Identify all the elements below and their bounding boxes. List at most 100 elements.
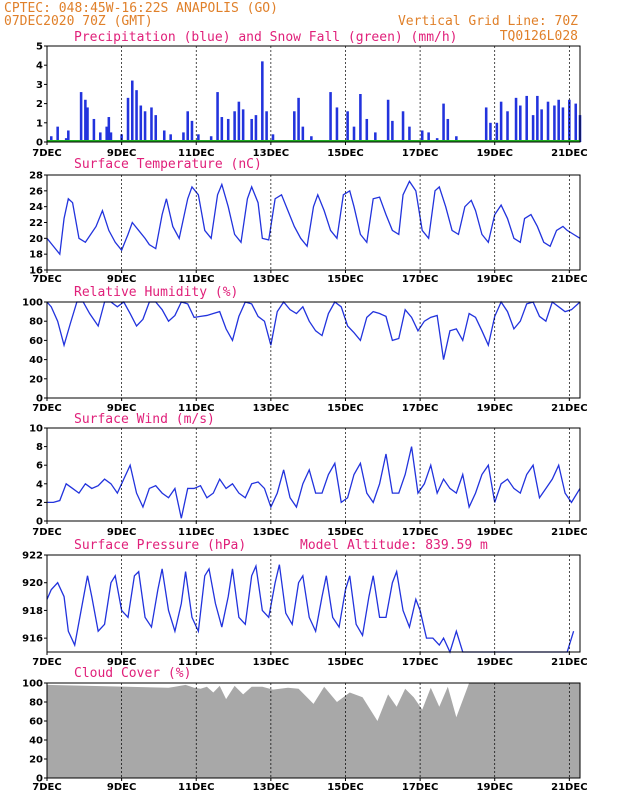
- x-tick-label: 13DEC: [253, 274, 289, 285]
- precip-bar: [250, 118, 253, 142]
- y-tick-label: 80: [29, 698, 43, 709]
- x-tick-label: 9DEC: [107, 148, 136, 159]
- precip-bar: [49, 136, 53, 142]
- x-tick-label: 15DEC: [327, 403, 363, 414]
- x-tick-label: 13DEC: [253, 148, 289, 159]
- y-tick-label: 1: [36, 118, 43, 129]
- precip-bar: [557, 99, 560, 142]
- wind-frame: [46, 427, 581, 522]
- precip-bar: [126, 97, 130, 142]
- precip-bar: [143, 111, 147, 142]
- cloud-panel: 0 20 40 60 80 100 7DEC 9DEC 11DEC 13DEC 15DEC 17DEC…: [22, 666, 587, 793]
- x-tick-label: 9DEC: [107, 657, 136, 668]
- x-tick-label: 21DEC: [551, 657, 587, 668]
- x-tick-label: 15DEC: [327, 274, 363, 285]
- header-code: TQ0126L028: [500, 29, 578, 44]
- y-tick-label: 3: [36, 80, 43, 91]
- x-tick-label: 19DEC: [477, 403, 513, 414]
- precip-bar: [150, 107, 153, 142]
- precip-bar: [574, 103, 578, 142]
- precip-bar: [386, 99, 390, 142]
- y-tick-label: 916: [22, 634, 43, 645]
- precip-bar: [301, 126, 305, 142]
- y-tick-label: 60: [29, 717, 43, 728]
- wind-series-line: [47, 446, 581, 519]
- precip-bar: [297, 97, 300, 142]
- y-tick-label: 16: [29, 266, 43, 277]
- precip-bar: [209, 136, 213, 142]
- precip-bar: [135, 90, 138, 142]
- pres-title: Surface Pressure (hPa): [74, 538, 246, 553]
- x-tick-label: 9DEC: [107, 274, 136, 285]
- pres-panel: 916 918 920 922 7DEC 9DEC 11DEC 13DEC 15DEC 17DEC…: [22, 538, 587, 668]
- wind-title: Surface Wind (m/s): [74, 412, 215, 427]
- precip-bar: [408, 126, 411, 142]
- header-location: CPTEC: 048:45W-16:22S ANAPOLIS (GO): [4, 1, 278, 16]
- x-tick-label: 11DEC: [178, 782, 214, 793]
- precip-bar: [568, 99, 571, 142]
- temp-title: Surface Temperature (nC): [74, 157, 262, 172]
- precip-bar: [525, 95, 528, 142]
- x-tick-label: 7DEC: [32, 403, 61, 414]
- y-tick-label: 0: [36, 774, 43, 785]
- x-tick-label: 15DEC: [327, 527, 363, 538]
- y-tick-label: 4: [36, 61, 43, 72]
- x-tick-label: 21DEC: [551, 527, 587, 538]
- precip-bar: [446, 118, 450, 142]
- precip-bar: [352, 126, 356, 142]
- y-tick-label: 24: [29, 202, 43, 213]
- precip-bar: [261, 61, 264, 142]
- x-tick-label: 15DEC: [327, 657, 363, 668]
- precip-bar: [401, 111, 405, 142]
- x-tick-label: 21DEC: [551, 148, 587, 159]
- y-tick-label: 8: [36, 442, 43, 453]
- precip-bar: [271, 134, 275, 142]
- x-tick-label: 7DEC: [32, 782, 61, 793]
- x-tick-label: 21DEC: [551, 782, 587, 793]
- precip-bar: [531, 115, 535, 142]
- precip-bar: [105, 126, 108, 142]
- y-tick-label: 28: [29, 171, 43, 182]
- x-tick-label: 17DEC: [402, 403, 438, 414]
- precip-bar: [499, 101, 503, 142]
- precip-bar: [506, 111, 509, 142]
- x-tick-label: 19DEC: [477, 274, 513, 285]
- precip-bar: [310, 136, 313, 142]
- precip-bar: [427, 132, 430, 142]
- x-tick-label: 7DEC: [32, 527, 61, 538]
- y-tick-label: 5: [36, 42, 43, 53]
- x-tick-label: 11DEC: [178, 527, 214, 538]
- precip-bar: [553, 105, 556, 142]
- x-tick-label: 9DEC: [107, 782, 136, 793]
- precip-bar: [455, 136, 458, 142]
- rh-panel: 0 20 40 60 80 100 7DEC 9DEC 11DEC 13DEC 15DEC 17DEC…: [22, 285, 587, 414]
- y-tick-label: 80: [29, 317, 43, 328]
- chart-panels: 0 1 2 3 4 5 7DEC 9DEC 11DEC 13DEC 15DEC 17DEC 19DEC 2…: [22, 30, 587, 793]
- pres-annotation: Model Altitude: 839.59 m: [300, 538, 488, 553]
- precip-bar: [536, 95, 539, 142]
- precip-bar: [86, 107, 89, 142]
- y-tick-label: 20: [29, 234, 43, 245]
- x-tick-label: 17DEC: [402, 782, 438, 793]
- y-tick-label: 10: [29, 424, 43, 435]
- precip-bar: [365, 118, 369, 142]
- precip-bar: [293, 111, 296, 142]
- y-tick-label: 2: [36, 498, 43, 509]
- x-tick-label: 11DEC: [178, 403, 214, 414]
- precip-bar: [226, 118, 230, 142]
- cloud-title: Cloud Cover (%): [74, 666, 191, 681]
- precip-bar: [190, 120, 194, 142]
- y-tick-label: 2: [36, 99, 43, 110]
- x-tick-label: 21DEC: [551, 403, 587, 414]
- precip-bar: [182, 132, 185, 142]
- precip-frame: [46, 45, 581, 143]
- precip-bar: [220, 117, 224, 142]
- y-tick-label: 920: [22, 578, 43, 589]
- y-tick-label: 18: [29, 250, 43, 261]
- wind-panel: 0 2 4 6 8 10 7DEC 9DEC 11DEC 13DEC 15DEC 17DEC 19DEC…: [29, 412, 587, 538]
- y-tick-label: 0: [36, 394, 43, 405]
- rh-frame: [46, 301, 581, 399]
- precip-bar: [56, 126, 59, 142]
- precip-bar: [442, 103, 445, 142]
- precip-bar: [546, 101, 550, 142]
